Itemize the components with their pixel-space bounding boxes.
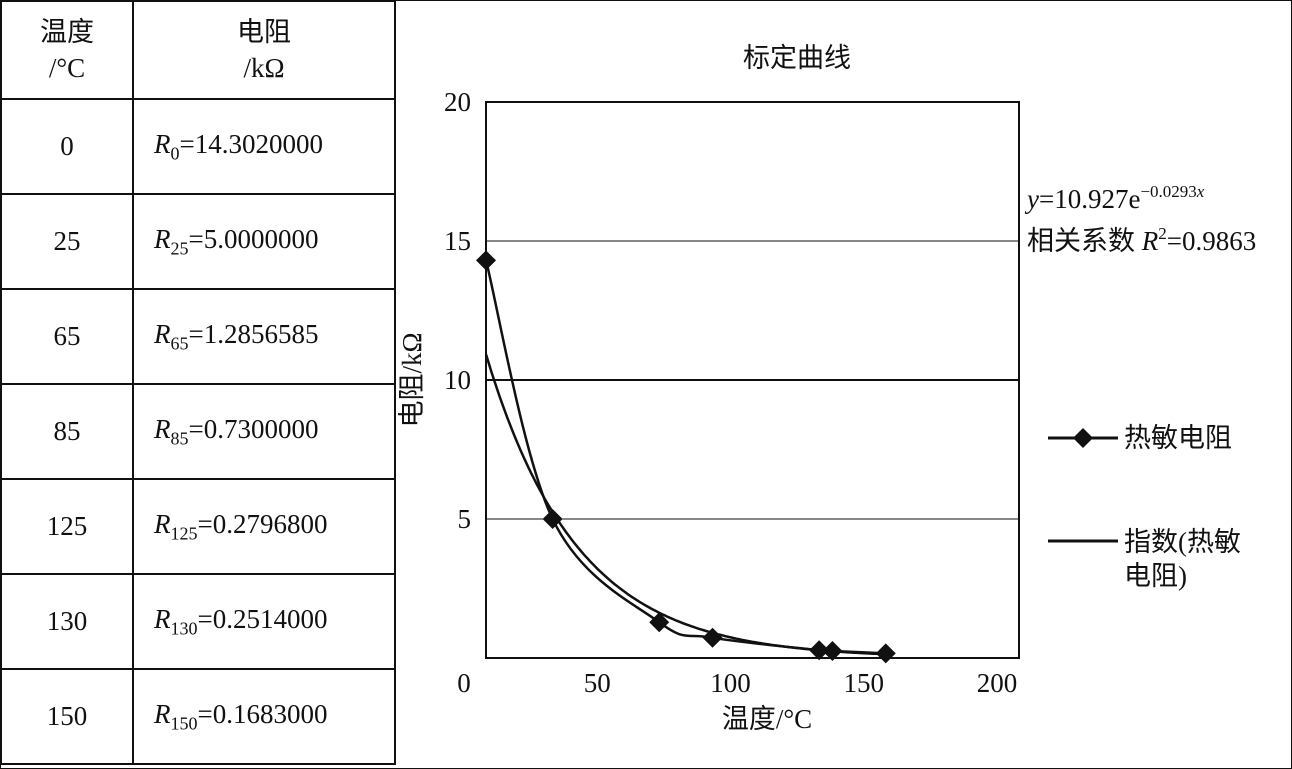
resistance-cell: R25=5.0000000 — [132, 193, 396, 290]
x-tick-label: 0 — [457, 668, 471, 698]
plot-area — [485, 101, 1020, 659]
x-tick-label: 50 — [584, 668, 611, 698]
x-axis-label: 温度/°C — [722, 704, 812, 734]
grid-lines — [486, 240, 1019, 520]
calibration-chart: 标定曲线 5 10 15 20 0 50 100 150 200 温度/°C 电阻/kΩ y=… — [397, 43, 1256, 734]
y-tick-label: 15 — [444, 226, 471, 256]
res-header-line1: 电阻 — [237, 17, 291, 47]
calibration-table: 温度 /°C 电阻 /kΩ 0 R0=14.3020000 25 R25=5.0… — [0, 0, 396, 765]
legend-label-fit: 指数(热敏电阻) — [1124, 527, 1241, 591]
temp-cell: 125 — [0, 478, 134, 575]
resistance-cell: R150=0.1683000 — [132, 668, 396, 765]
y-tick-label: 10 — [444, 365, 471, 395]
r-squared-label: 相关系数 R2=0.9863 — [1027, 224, 1256, 256]
temp-cell: 150 — [0, 668, 134, 765]
temp-cell: 0 — [0, 98, 134, 195]
temp-cell: 65 — [0, 288, 134, 385]
fit-equation: y=10.927e−0.0293x — [1024, 182, 1205, 214]
y-tick-label: 20 — [444, 87, 471, 117]
resistance-cell: R0=14.3020000 — [132, 98, 396, 195]
x-tick-label: 150 — [844, 668, 885, 698]
data-point-diamond — [649, 612, 670, 633]
resistance-cell: R65=1.2856585 — [132, 288, 396, 385]
data-point-diamond — [822, 641, 843, 662]
temp-cell: 85 — [0, 383, 134, 480]
data-point-diamond — [702, 627, 723, 648]
temp-header-line2: /°C — [48, 53, 86, 83]
temp-header-line1: 温度 — [40, 17, 94, 47]
y-axis: 5 10 15 20 — [444, 87, 471, 534]
resistance-cell: R125=0.2796800 — [132, 478, 396, 575]
data-point-diamond — [875, 643, 896, 664]
temp-cell: 25 — [0, 193, 134, 290]
y-tick-label: 5 — [458, 504, 472, 534]
legend-label-thermistor: 热敏电阻 — [1124, 423, 1232, 453]
resistance-cell: R85=0.7300000 — [132, 383, 396, 480]
chart-title: 标定曲线 — [743, 43, 851, 73]
resistance-cell: R130=0.2514000 — [132, 573, 396, 670]
data-point-diamond — [476, 250, 496, 271]
thermistor-line — [484, 260, 886, 655]
data-point-diamond — [809, 640, 830, 661]
legend-item-thermistor: 热敏电阻 — [1048, 423, 1232, 453]
y-axis-label: 电阻/kΩ — [397, 332, 427, 427]
temp-header: 温度 /°C — [0, 0, 134, 100]
res-header-line2: /kΩ — [243, 53, 285, 83]
x-tick-label: 200 — [977, 668, 1018, 698]
thermistor-series — [476, 250, 896, 664]
x-tick-label: 100 — [710, 668, 751, 698]
x-axis: 0 50 100 150 200 — [457, 668, 1017, 698]
legend-diamond-marker — [1073, 428, 1093, 448]
legend: 热敏电阻 指数(热敏电阻) — [1048, 423, 1241, 591]
resistance-header: 电阻 /kΩ — [132, 0, 396, 100]
data-point-diamond — [542, 509, 563, 529]
legend-item-fit: 指数(热敏电阻) — [1048, 527, 1241, 591]
temp-cell: 130 — [0, 573, 134, 670]
